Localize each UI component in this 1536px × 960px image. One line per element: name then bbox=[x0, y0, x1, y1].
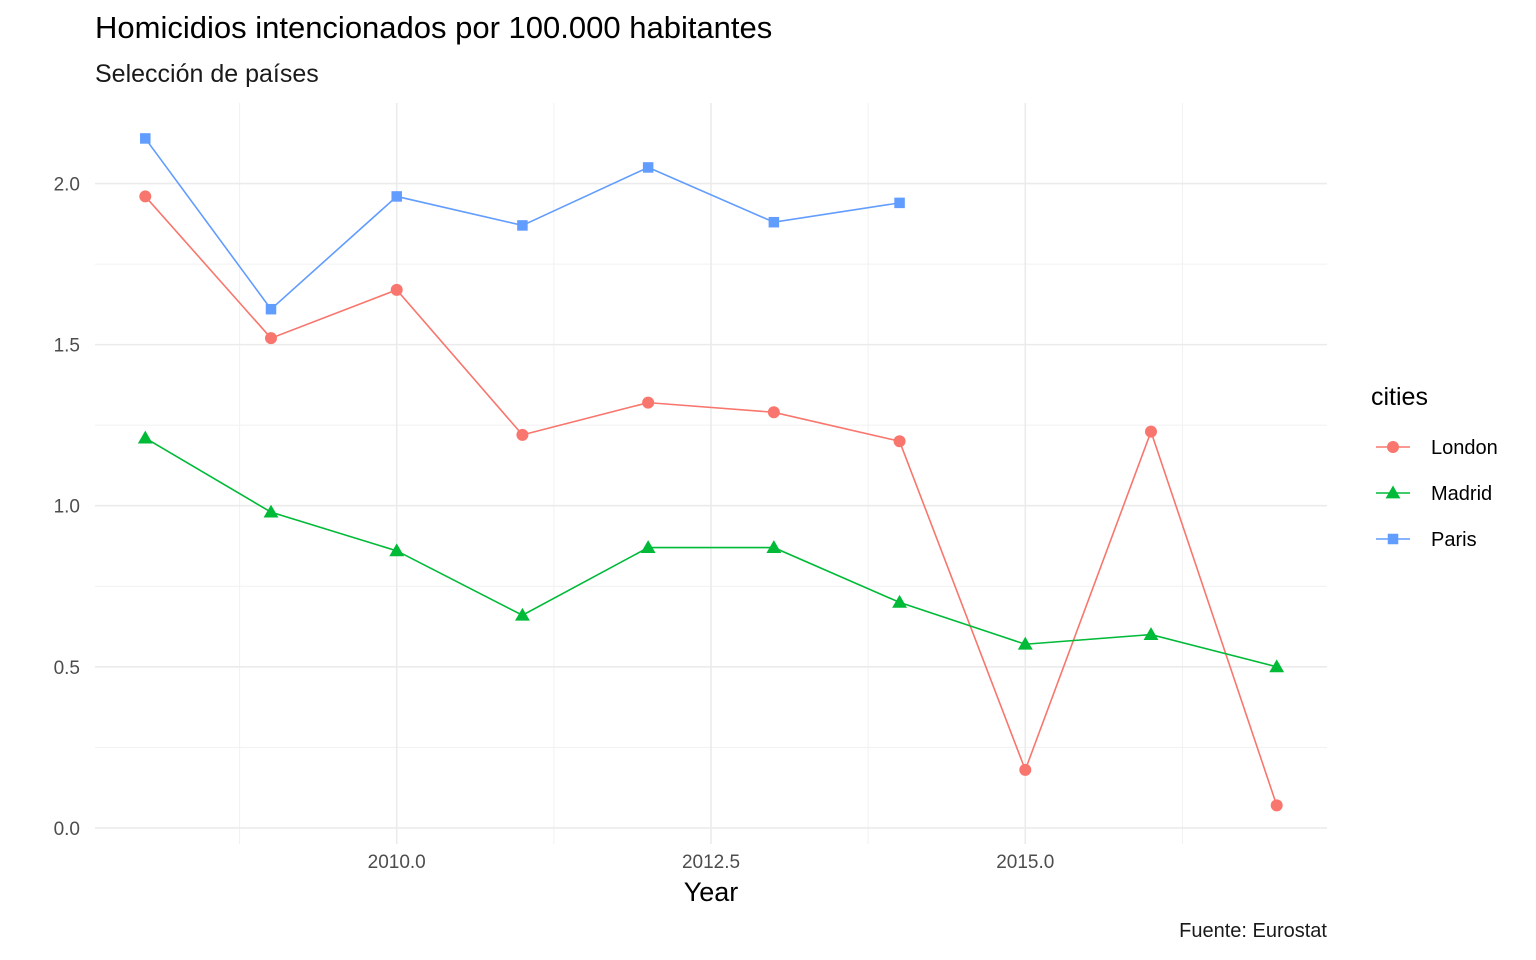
data-point-paris bbox=[517, 220, 528, 231]
y-tick-label: 1.0 bbox=[54, 497, 80, 518]
data-point-madrid bbox=[766, 540, 782, 553]
legend-key-marker-paris bbox=[1387, 533, 1399, 545]
legend-item-madrid: Madrid bbox=[1376, 483, 1492, 505]
data-point-madrid bbox=[263, 504, 279, 518]
legend-key-marker-london bbox=[1387, 441, 1399, 453]
data-point-paris bbox=[642, 162, 654, 173]
series-madrid bbox=[137, 430, 1285, 673]
series-london bbox=[139, 190, 1283, 812]
legend-label-madrid: Madrid bbox=[1431, 483, 1492, 505]
x-tick-label: 2010.0 bbox=[368, 852, 426, 873]
data-point-madrid bbox=[1269, 659, 1285, 673]
data-point-paris bbox=[894, 197, 905, 209]
y-tick-label: 0.5 bbox=[54, 658, 80, 679]
data-point-london bbox=[767, 406, 780, 419]
data-point-paris bbox=[768, 216, 780, 228]
data-point-madrid bbox=[640, 540, 656, 553]
y-tick-label: 0.0 bbox=[54, 819, 80, 840]
series-line-london bbox=[144, 195, 1278, 806]
x-tick-label: 2015.0 bbox=[996, 852, 1054, 873]
series-paris bbox=[140, 133, 905, 315]
legend-label-paris: Paris bbox=[1431, 529, 1477, 551]
data-point-madrid bbox=[137, 430, 153, 444]
data-point-paris bbox=[140, 133, 151, 144]
data-point-london bbox=[1019, 763, 1032, 776]
x-tick-label: 2012.5 bbox=[682, 852, 740, 873]
data-point-madrid bbox=[389, 543, 405, 557]
data-point-london bbox=[642, 396, 655, 409]
data-point-london bbox=[1145, 425, 1157, 438]
chart-title: Homicidios intencionados por 100.000 hab… bbox=[95, 10, 773, 45]
data-point-madrid bbox=[514, 607, 530, 621]
data-point-london bbox=[265, 332, 277, 345]
data-point-london bbox=[390, 283, 403, 296]
legend-key-marker-madrid bbox=[1385, 485, 1401, 499]
chart-subtitle: Selección de países bbox=[95, 60, 319, 88]
y-tick-label: 1.5 bbox=[54, 336, 80, 357]
data-point-london bbox=[516, 428, 529, 441]
legend-item-london: London bbox=[1376, 437, 1498, 459]
legend: cities London Madrid Paris bbox=[1371, 383, 1498, 551]
chart-caption: Fuente: Eurostat bbox=[1179, 920, 1327, 942]
data-point-madrid bbox=[1143, 627, 1159, 640]
legend-title: cities bbox=[1371, 383, 1428, 411]
x-axis-title: Year bbox=[684, 877, 739, 907]
series-line-madrid bbox=[144, 437, 1277, 668]
y-tick-label: 2.0 bbox=[54, 175, 80, 196]
data-point-paris bbox=[391, 191, 402, 202]
data-point-london bbox=[139, 190, 152, 203]
data-point-london bbox=[893, 435, 906, 448]
legend-item-paris: Paris bbox=[1376, 529, 1477, 551]
major-gridlines bbox=[95, 103, 1327, 844]
data-point-london bbox=[1270, 799, 1283, 812]
data-point-paris bbox=[265, 303, 277, 315]
data-point-madrid bbox=[892, 594, 908, 608]
legend-label-london: London bbox=[1431, 437, 1498, 459]
data-point-madrid bbox=[1017, 636, 1033, 650]
